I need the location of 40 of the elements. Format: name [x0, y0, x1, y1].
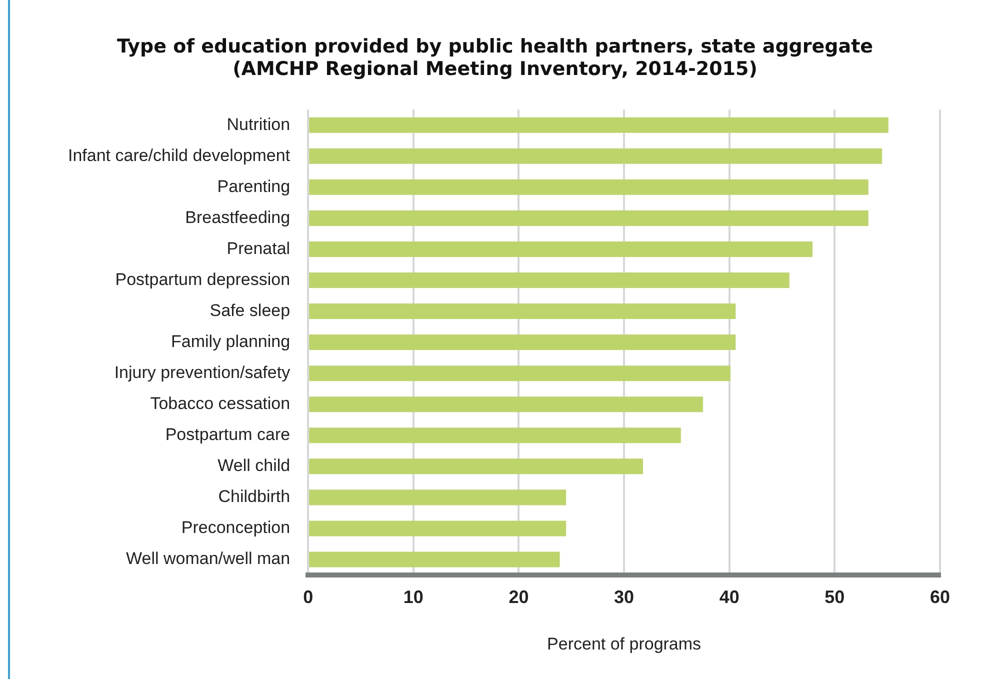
x-tick-label: 30	[614, 586, 634, 607]
bar	[309, 428, 681, 444]
bar	[309, 241, 813, 257]
bar	[309, 520, 566, 536]
bar	[309, 366, 730, 382]
x-tick-label: 40	[719, 586, 740, 607]
bar	[309, 334, 736, 350]
y-tick-label: Breastfeeding	[185, 208, 290, 227]
bar	[309, 148, 882, 164]
y-tick-label: Postpartum depression	[115, 270, 290, 289]
bar	[309, 117, 888, 133]
x-axis-title: Percent of programs	[547, 634, 702, 654]
text: Type of education provided by public health partners, state aggregate	[116, 35, 874, 58]
y-tick-label: Parenting	[217, 176, 290, 196]
text: (AMCHP Regional Meeting Inventory, 2014-2015)	[232, 58, 758, 80]
y-tick-label: Childbirth	[218, 487, 290, 506]
y-tick-label: Preconception	[181, 518, 290, 538]
x-tick-label: 20	[508, 586, 529, 607]
x-tick-label: 50	[824, 586, 845, 607]
bar	[309, 272, 790, 288]
y-tick-label: Well woman/well man	[126, 549, 290, 568]
bar	[309, 490, 566, 506]
y-tick-label: Prenatal	[226, 238, 290, 258]
bar	[309, 458, 643, 474]
bar	[309, 304, 736, 320]
y-tick-label: Well child	[218, 456, 290, 476]
y-tick-label: Safe sleep	[210, 300, 290, 320]
x-tick-label: 10	[403, 586, 424, 607]
bar	[309, 396, 704, 412]
y-tick-label: Injury prevention/safety	[114, 363, 291, 382]
bar	[309, 210, 868, 226]
x-tick-label: 60	[930, 586, 950, 607]
y-tick-label: Infant care/child development	[68, 146, 290, 165]
bar	[309, 552, 560, 568]
y-tick-label: Family planning	[171, 332, 290, 351]
y-tick-label: Tobacco cessation	[150, 394, 290, 414]
x-tick-label: 0	[303, 586, 314, 607]
y-tick-label: Nutrition	[226, 114, 290, 134]
y-tick-label: Postpartum care	[165, 425, 290, 444]
bar	[309, 179, 868, 195]
